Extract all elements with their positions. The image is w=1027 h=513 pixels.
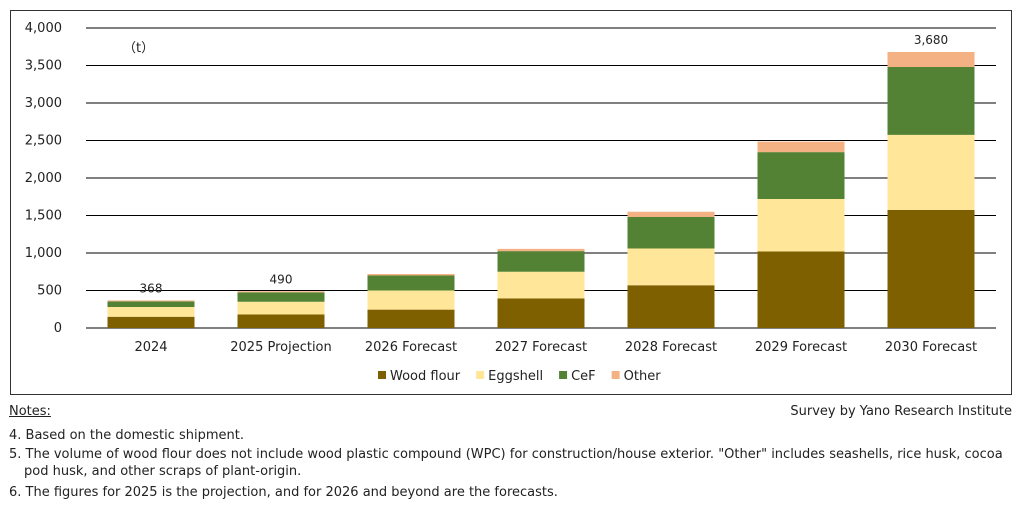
bar-segment — [757, 141, 845, 153]
bar-segment — [497, 271, 585, 299]
bar-segment — [887, 52, 975, 67]
y-tick-label: 4,000 — [25, 21, 62, 36]
legend-label: CeF — [571, 369, 596, 384]
source-credit: Survey by Yano Research Institute — [790, 404, 1012, 419]
bar-segment — [627, 285, 715, 328]
x-tick-label: 2024 — [134, 340, 167, 355]
bar-segment — [497, 248, 585, 252]
data-label: 3,680 — [914, 33, 948, 47]
note-5-line-2: pod husk, and other scraps of plant-orig… — [24, 464, 302, 479]
x-tick-label: 2028 Forecast — [625, 340, 717, 355]
legend-swatch — [476, 371, 485, 379]
y-tick-label: 3,000 — [25, 96, 62, 111]
legend-label: Wood flour — [390, 369, 461, 384]
bar-segment — [237, 291, 325, 293]
legend-label: Eggshell — [488, 369, 543, 384]
bar-segment — [887, 134, 975, 210]
bar-segment — [107, 307, 195, 317]
bar-segment — [107, 301, 195, 307]
y-tick-label: 1,500 — [25, 209, 62, 224]
bar-segment — [237, 314, 325, 328]
y-tick-label: 3,500 — [25, 59, 62, 74]
notes-heading: Notes: — [9, 404, 51, 419]
bar-segment — [887, 209, 975, 328]
x-tick-label: 2025 Projection — [230, 340, 332, 355]
bar-segment — [627, 211, 715, 217]
bar-segment — [367, 274, 455, 276]
x-tick-label: 2030 Forecast — [885, 340, 977, 355]
bar-segment — [627, 217, 715, 249]
labels: 0 500 1,000 1,500 2,000 2,500 3,000 3,500 4,000 2… — [25, 21, 977, 355]
bar-segment — [627, 248, 715, 286]
y-tick-label: 500 — [37, 284, 62, 299]
bars — [107, 52, 975, 328]
legend-label: Other — [624, 369, 662, 384]
note-6: 6. The figures for 2025 is the projectio… — [9, 485, 558, 500]
bar-segment — [367, 290, 455, 310]
data-label: 368 — [140, 281, 163, 295]
gridlines — [86, 27, 996, 329]
bar-segment — [497, 298, 585, 328]
y-tick-label: 0 — [54, 321, 62, 336]
x-tick-label: 2026 Forecast — [365, 340, 457, 355]
data-label: 490 — [270, 272, 293, 286]
x-tick-label: 2029 Forecast — [755, 340, 847, 355]
x-tick-label: 2027 Forecast — [495, 340, 587, 355]
bar-segment — [367, 275, 455, 291]
bar-segment — [757, 199, 845, 252]
bar-segment — [887, 67, 975, 135]
y-tick-label: 1,000 — [25, 246, 62, 261]
y-tick-label: 2,500 — [25, 134, 62, 149]
stacked-bar-chart: 0 500 1,000 1,500 2,000 2,500 3,000 3,500 4,000 2… — [25, 21, 996, 384]
y-tick-label: 2,000 — [25, 171, 62, 186]
bar-segment — [497, 251, 585, 272]
bar-segment — [237, 301, 325, 315]
bar-segment — [367, 309, 455, 328]
unit-label: （t） — [123, 41, 154, 56]
bar-segment — [237, 292, 325, 302]
bar-segment — [757, 251, 845, 328]
bar-segment — [757, 152, 845, 199]
legend-swatch — [611, 371, 620, 379]
note-4: 4. Based on the domestic shipment. — [9, 428, 245, 443]
note-5-line-1: 5. The volume of wood flour does not inc… — [9, 447, 1003, 462]
legend: Wood flour Eggshell CeF Other — [378, 369, 661, 384]
legend-swatch — [378, 371, 386, 379]
chart-frame: 0 500 1,000 1,500 2,000 2,500 3,000 3,500 4,000 2… — [10, 10, 1012, 395]
bar-segment — [107, 316, 195, 328]
bar-segment — [107, 300, 195, 302]
legend-swatch — [559, 371, 568, 379]
